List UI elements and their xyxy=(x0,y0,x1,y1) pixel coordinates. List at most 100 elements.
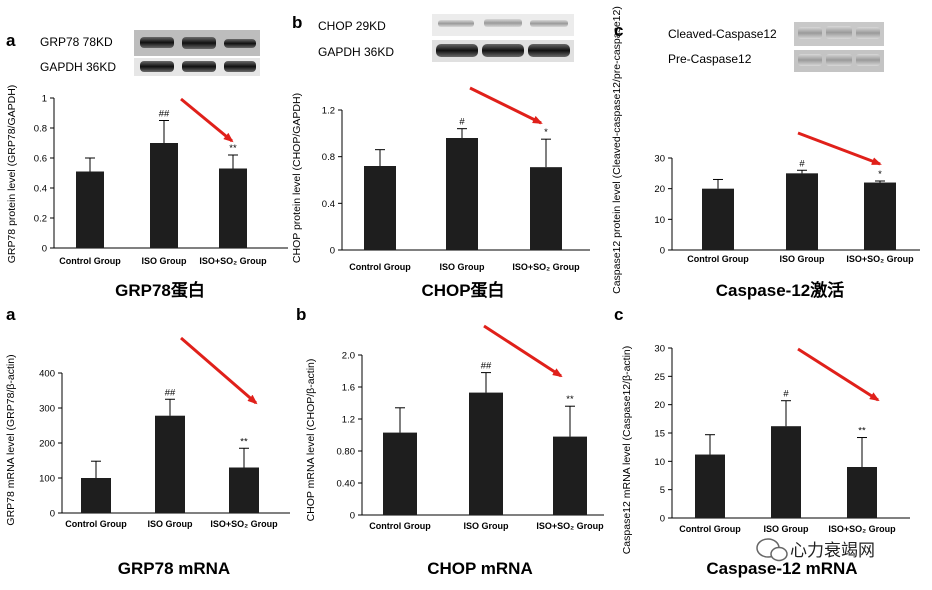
panel-letter: a xyxy=(6,305,16,324)
significance-label: ** xyxy=(566,394,574,405)
bar xyxy=(786,173,818,250)
category-label: Control Group xyxy=(679,524,741,534)
blot-label: GAPDH 36KD xyxy=(318,45,394,59)
category-label: Control Group xyxy=(59,256,121,266)
y-axis-label: Caspase12 protein level (Cleaved-caspase… xyxy=(611,6,623,294)
significance-label: # xyxy=(459,117,465,128)
blot-band xyxy=(224,39,256,48)
watermark-text: 心力衰竭网 xyxy=(790,541,875,560)
category-label: ISO Group xyxy=(148,519,194,529)
category-label: ISO Group xyxy=(440,262,486,272)
category-label: ISO Group xyxy=(780,254,826,264)
y-tick-label: 0.2 xyxy=(34,214,47,225)
y-tick-label: 0.4 xyxy=(322,199,335,210)
bar-chart: 0 100 200 300 400 GRP78 mRNA level (GRP78/β-a… xyxy=(5,354,290,529)
blot-band xyxy=(224,61,256,72)
blot-label: Pre-Caspase12 xyxy=(668,52,752,66)
category-label: ISO+SO₂ Group xyxy=(846,254,914,264)
y-tick-label: 0.4 xyxy=(34,184,47,195)
blot-band xyxy=(798,27,822,39)
category-label: ISO+SO₂ Group xyxy=(210,519,278,529)
y-tick-label: 100 xyxy=(39,474,55,485)
category-label: ISO+SO₂ Group xyxy=(828,524,896,534)
chart-caption: CHOP蛋白 xyxy=(421,280,504,300)
category-label: ISO Group xyxy=(142,256,188,266)
trend-arrow xyxy=(797,347,880,402)
y-axis-label: GRP78 mRNA level (GRP78/β-actin) xyxy=(5,354,17,525)
trend-arrow xyxy=(180,97,234,143)
blot-band xyxy=(530,20,568,27)
bar xyxy=(864,182,896,250)
blot-strips xyxy=(134,14,884,76)
trend-arrow xyxy=(797,131,882,166)
y-tick-label: 0.80 xyxy=(337,447,356,458)
category-label: Control Group xyxy=(687,254,749,264)
bar xyxy=(219,168,247,248)
bar-chart: 0 0.40 0.80 1.2 1.6 2.0 CHOP mRNA level (CHOP/… xyxy=(305,351,604,532)
bar xyxy=(383,432,417,515)
blot-label: Cleaved-Caspase12 xyxy=(668,27,777,41)
y-tick-label: 10 xyxy=(654,215,665,226)
trend-arrow xyxy=(180,336,258,405)
blot-band xyxy=(182,37,216,49)
y-tick-label: 10 xyxy=(654,457,665,468)
chart-caption: GRP78 mRNA xyxy=(118,559,230,578)
blot-band xyxy=(438,20,474,27)
y-axis-label: Caspase12 mRNA level (Caspase12/β-actin) xyxy=(621,346,633,555)
y-tick-label: 25 xyxy=(654,372,665,383)
category-label: ISO+SO₂ Group xyxy=(199,256,267,266)
y-tick-label: 0 xyxy=(50,509,55,520)
blot-band xyxy=(856,54,880,66)
blot-band xyxy=(484,19,522,27)
bar-chart: 0 0.2 0.4 0.6 0.8 1 GRP78 protein level (GRP78… xyxy=(6,85,288,266)
bar xyxy=(695,454,725,518)
category-label: ISO+SO₂ Group xyxy=(536,521,604,531)
y-tick-label: 0 xyxy=(660,246,665,257)
y-tick-label: 0.40 xyxy=(337,479,356,490)
y-tick-label: 0 xyxy=(660,514,665,525)
significance-label: # xyxy=(799,158,805,169)
bar xyxy=(364,166,396,250)
y-tick-label: 1.2 xyxy=(322,106,335,117)
y-tick-label: 0 xyxy=(330,246,335,257)
category-label: ISO+SO₂ Group xyxy=(512,262,580,272)
blot-band xyxy=(140,61,174,72)
significance-label: ** xyxy=(858,426,866,437)
y-axis-label: CHOP protein level (CHOP/GAPDH) xyxy=(291,93,303,263)
y-tick-label: 2.0 xyxy=(342,351,355,362)
watermark: 心力衰竭网 xyxy=(756,538,875,562)
panel-letter: c xyxy=(614,21,623,40)
y-tick-label: 0 xyxy=(42,244,47,255)
bar-chart: 0 5 10 15 20 25 30 Caspase12 mRNA level (Caspas… xyxy=(621,344,910,555)
blot-label: GRP78 78KD xyxy=(40,35,113,49)
significance-label: ## xyxy=(481,361,492,372)
panel-letter: b xyxy=(296,305,306,324)
y-tick-label: 0.8 xyxy=(34,124,47,135)
y-tick-label: 15 xyxy=(654,429,665,440)
bar xyxy=(702,188,734,250)
blot-band xyxy=(826,26,852,39)
blot-band xyxy=(182,61,216,72)
blot-band xyxy=(482,44,524,57)
category-label: ISO Group xyxy=(764,524,810,534)
y-axis-label: GRP78 protein level (GRP78/GAPDH) xyxy=(6,85,18,264)
blot-band xyxy=(436,44,478,57)
blot-band xyxy=(826,54,852,66)
blot-band xyxy=(798,54,822,66)
chart-caption: CHOP mRNA xyxy=(427,559,532,578)
category-label: Control Group xyxy=(349,262,411,272)
category-label: Control Group xyxy=(65,519,127,529)
blot-label: CHOP 29KD xyxy=(318,19,386,33)
y-tick-label: 1 xyxy=(42,94,47,105)
y-tick-label: 30 xyxy=(654,154,665,165)
panel-letter: a xyxy=(6,31,16,50)
chart-caption: GRP78蛋白 xyxy=(115,280,205,300)
category-label: ISO Group xyxy=(464,521,510,531)
bar xyxy=(81,478,111,513)
y-tick-label: 200 xyxy=(39,439,55,450)
significance-label: ## xyxy=(165,387,176,398)
significance-label: # xyxy=(783,389,789,400)
bar xyxy=(469,392,503,515)
y-tick-label: 30 xyxy=(654,344,665,355)
